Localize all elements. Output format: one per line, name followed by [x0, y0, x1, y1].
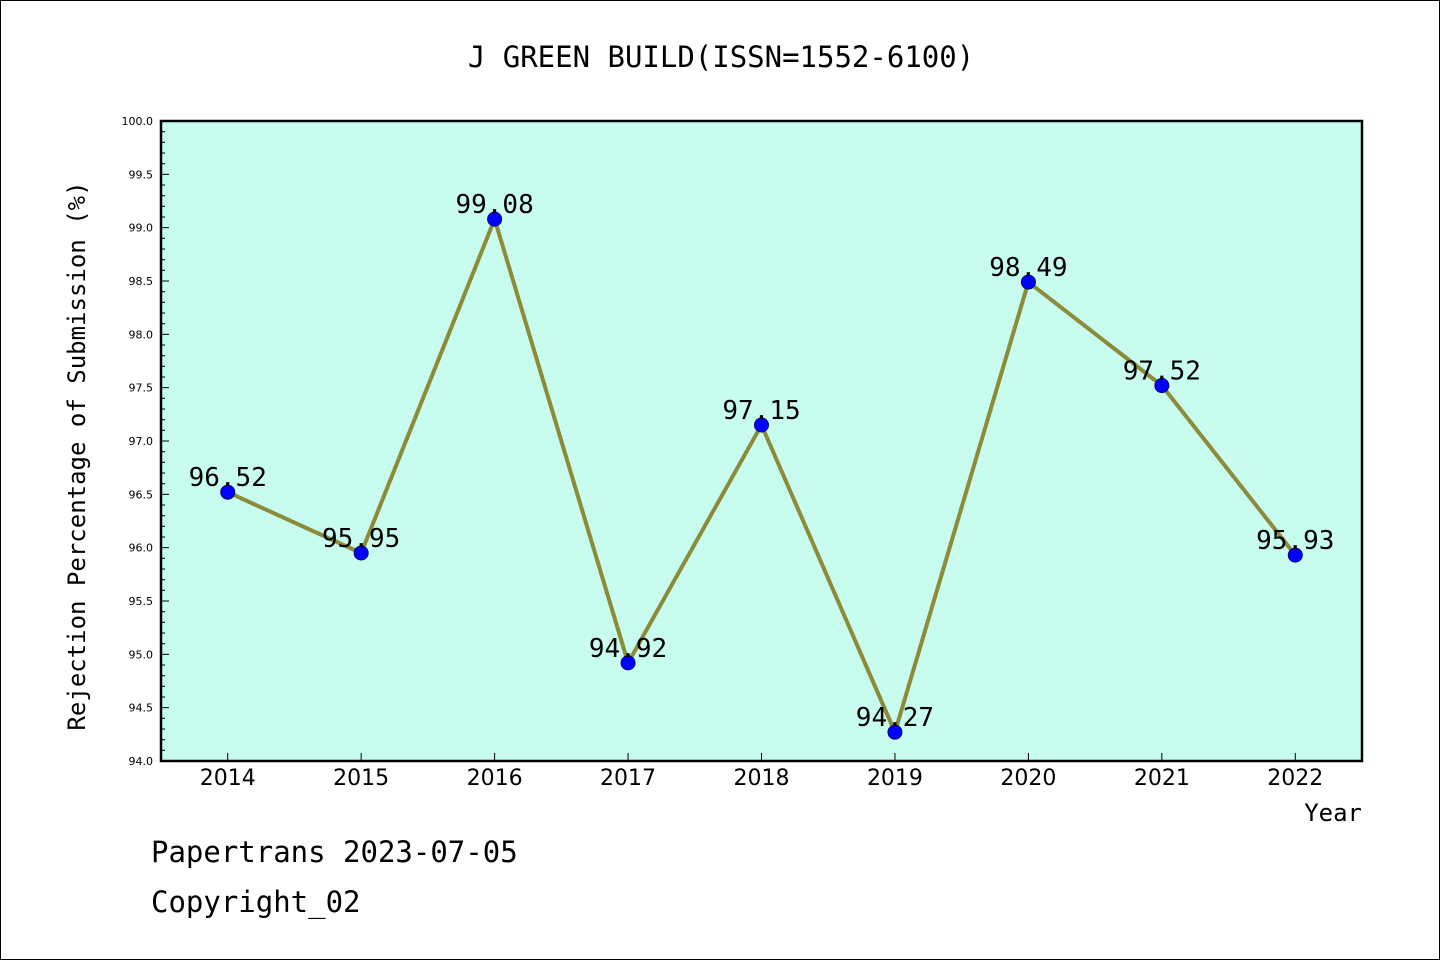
data-label: 94.92: [589, 634, 667, 664]
y-tick-label: 96.0: [129, 542, 154, 555]
data-label: 96.52: [189, 463, 267, 493]
y-tick-label: 95.0: [129, 648, 154, 661]
data-point: [1287, 547, 1303, 563]
y-tick-label: 95.5: [129, 595, 154, 608]
x-tick-label: 2016: [467, 766, 523, 791]
data-label: 97.52: [1123, 357, 1201, 387]
series-layer: [220, 211, 1303, 740]
x-tick-label: 2019: [867, 766, 923, 791]
y-tick-label: 94.0: [129, 755, 154, 768]
x-tick-label: 2020: [1000, 766, 1056, 791]
data-label: 95.95: [322, 524, 400, 554]
y-tick-label: 96.5: [129, 488, 154, 501]
data-point: [620, 655, 636, 671]
data-point: [754, 417, 769, 433]
data-point: [353, 545, 369, 561]
data-point: [220, 484, 236, 500]
y-tick-label: 98.0: [129, 328, 154, 341]
x-axis-ticks: 2014 2015 2016 2017 2018 2019 2020 2021 2022: [200, 753, 1323, 791]
chart-title: J GREEN BUILD(ISSN=1552-6100): [468, 40, 974, 74]
x-tick-label: 2018: [734, 766, 790, 791]
data-point: [1020, 274, 1036, 290]
x-tick-label: 2017: [600, 766, 656, 791]
y-tick-label: 94.5: [129, 702, 154, 715]
footer-date: Papertrans 2023-07-05: [151, 835, 518, 869]
data-label: 97.15: [722, 396, 800, 426]
data-point: [887, 724, 903, 740]
y-tick-label: 97.0: [129, 435, 154, 448]
data-labels: 96.52 95.95 99.08 94.92 97.15 94.27 98.49 97.52…: [189, 190, 1335, 733]
data-point: [487, 211, 503, 227]
y-tick-label: 100.0: [122, 115, 154, 128]
data-label: 94.27: [856, 703, 934, 733]
x-axis-label: Year: [1304, 799, 1362, 827]
y-axis-ticks: 94.0 94.5 95.0 95.5 96.0 96.5 97.0 97.5 98.0 98.5…: [122, 115, 169, 768]
data-label: 95.93: [1256, 526, 1334, 556]
x-tick-label: 2022: [1267, 766, 1323, 791]
data-point: [1154, 378, 1170, 394]
x-tick-label: 2014: [200, 766, 256, 791]
x-tick-label: 2015: [333, 766, 389, 791]
y-tick-label: 97.5: [129, 382, 154, 395]
y-tick-label: 99.5: [129, 168, 154, 181]
data-label: 99.08: [455, 190, 533, 220]
data-label: 98.49: [989, 253, 1067, 283]
y-tick-label: 98.5: [129, 275, 154, 288]
y-axis-label: Rejection Percentage of Submission (%): [63, 181, 91, 730]
plot-area: [159, 119, 1364, 763]
x-tick-label: 2021: [1134, 766, 1190, 791]
footer-copyright: Copyright_02: [151, 885, 361, 919]
y-tick-label: 99.0: [129, 222, 154, 235]
